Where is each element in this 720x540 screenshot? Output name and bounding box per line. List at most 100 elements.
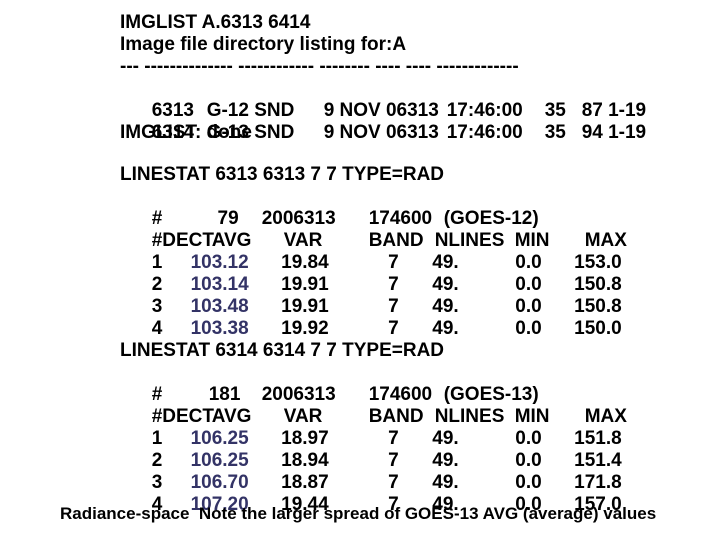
- imglist-row-time: 17:46:00: [446, 122, 523, 143]
- cell-avg: 106.25: [190, 428, 249, 449]
- linestat-6313-output: LINESTAT 6313 6313 7 7 TYPE=RAD #79 20063…: [120, 164, 627, 339]
- cell-num: 3: [151, 472, 163, 493]
- cell-max: 153.0: [574, 252, 622, 273]
- cell-var: 19.84: [281, 252, 329, 273]
- linestat-info-pos: 181: [208, 384, 241, 405]
- cell-nlines: 49.: [432, 428, 459, 449]
- cell-max: 151.4: [574, 450, 622, 471]
- linestat-info: #79 2006313 174600 (GOES-12): [120, 186, 627, 229]
- cell-var: 19.44: [281, 494, 329, 515]
- col-header-min: MIN: [514, 406, 550, 427]
- col-header-avg: AVG: [211, 406, 252, 427]
- linestat-info-hash: #: [151, 384, 163, 405]
- linestat-info-pos: 79: [217, 208, 239, 229]
- cell-avg: 103.38: [190, 318, 249, 339]
- col-header-max: MAX: [584, 230, 627, 251]
- cell-nlines: 49.: [432, 472, 459, 493]
- cell-nlines: 49.: [432, 274, 459, 295]
- cell-var: 18.97: [281, 428, 329, 449]
- cell-max: 150.0: [574, 318, 622, 339]
- cell-avg: 107.20: [190, 494, 249, 515]
- imglist-row-date: 9 NOV 06313: [323, 122, 439, 143]
- cell-avg: 103.48: [190, 296, 249, 317]
- cell-nlines: 49.: [432, 318, 459, 339]
- cell-nlines: 49.: [432, 450, 459, 471]
- linestat-data-row: 1 103.12 19.84 7 49. 0.0 153.0: [120, 230, 627, 273]
- cell-num: 4: [151, 318, 163, 339]
- cell-min: 0.0: [515, 274, 542, 295]
- cell-nlines: 49.: [432, 296, 459, 317]
- linestat-info-day: 2006313: [261, 208, 336, 229]
- linestat-info-hash: #: [151, 208, 163, 229]
- cell-max: 150.8: [574, 296, 622, 317]
- cell-avg: 103.12: [190, 252, 249, 273]
- linestat-data-row: 4 107.20 19.44 7 49. 0.0 157.0: [120, 472, 627, 515]
- imglist-command: IMGLIST A.6313 6414: [120, 12, 311, 33]
- linestat-info-time: 174600: [368, 208, 433, 229]
- cell-band: 7: [388, 318, 399, 339]
- cell-max: 150.8: [574, 274, 622, 295]
- cell-avg: 106.70: [190, 472, 249, 493]
- cell-num: 3: [151, 296, 163, 317]
- cell-min: 0.0: [515, 428, 542, 449]
- cell-band: 7: [388, 296, 399, 317]
- linestat-info: #181 2006313 174600 (GOES-13): [120, 362, 627, 405]
- imglist-row-bands: 35: [544, 122, 566, 143]
- cell-band: 7: [388, 252, 399, 273]
- cell-var: 19.91: [281, 274, 329, 295]
- cell-max: 157.0: [574, 494, 622, 515]
- cell-min: 0.0: [515, 494, 542, 515]
- linestat-data-row: 1 106.25 18.97 7 49. 0.0 151.8: [120, 406, 627, 449]
- imglist-row-sat: G-13 SND: [206, 122, 295, 143]
- imglist-row: 6314 G-13 SND 9 NOV 06313 17:46:00 35 94 1-19: [120, 100, 646, 143]
- slide-caption: Radiance-space Note the larger spread of…: [60, 504, 657, 523]
- imglist-row-id: 6314: [151, 122, 194, 143]
- imglist-subtitle: Image file directory listing for:A: [120, 34, 407, 55]
- linestat-data-row: 2 103.14 19.91 7 49. 0.0 150.8: [120, 252, 627, 295]
- cell-avg: 106.25: [190, 450, 249, 471]
- linestat-command: LINESTAT 6313 6313 7 7 TYPE=RAD: [120, 164, 445, 185]
- cell-min: 0.0: [515, 296, 542, 317]
- linestat-header-row: #DECTAVG VAR BAND NLINES MIN MAX: [120, 208, 627, 251]
- cell-max: 171.8: [574, 472, 622, 493]
- cell-num: 1: [151, 252, 163, 273]
- cell-band: 7: [388, 450, 399, 471]
- cell-band: 7: [388, 494, 399, 515]
- cell-min: 0.0: [515, 252, 542, 273]
- col-header-var: VAR: [283, 406, 323, 427]
- col-header-max: MAX: [584, 406, 627, 427]
- linestat-data-row: 3 106.70 18.87 7 49. 0.0 171.8: [120, 450, 627, 493]
- linestat-header-row: #DECTAVG VAR BAND NLINES MIN MAX: [120, 384, 627, 427]
- linestat-info-sat: (GOES-12): [443, 208, 539, 229]
- cell-min: 0.0: [515, 318, 542, 339]
- imglist-row-sat: G-12 SND: [206, 100, 295, 121]
- col-header-avg: AVG: [211, 230, 252, 251]
- col-header-nlines: NLINES: [434, 406, 505, 427]
- cell-min: 0.0: [515, 450, 542, 471]
- imglist-row-id: 6313: [151, 100, 194, 121]
- cell-max: 151.8: [574, 428, 622, 449]
- linestat-info-time: 174600: [368, 384, 433, 405]
- cell-num: 4: [151, 494, 163, 515]
- cell-num: 2: [151, 450, 163, 471]
- cell-band: 7: [388, 472, 399, 493]
- imglist-done: IMGLIST: done: [120, 122, 252, 143]
- linestat-command: LINESTAT 6314 6314 7 7 TYPE=RAD: [120, 340, 445, 361]
- imglist-row-pct: 94 1-19: [581, 122, 647, 143]
- col-header-band: BAND: [368, 406, 424, 427]
- linestat-6314-output: LINESTAT 6314 6314 7 7 TYPE=RAD #181 2006…: [120, 340, 627, 515]
- linestat-data-row: 2 106.25 18.94 7 49. 0.0 151.4: [120, 428, 627, 471]
- cell-var: 19.91: [281, 296, 329, 317]
- cell-num: 2: [151, 274, 163, 295]
- linestat-data-row: 3 103.48 19.91 7 49. 0.0 150.8: [120, 274, 627, 317]
- cell-var: 19.92: [281, 318, 329, 339]
- cell-min: 0.0: [515, 472, 542, 493]
- imglist-row: 6313 G-12 SND 9 NOV 06313 17:46:00 35 87 1-19: [120, 78, 646, 121]
- cell-var: 18.87: [281, 472, 329, 493]
- cell-band: 7: [388, 274, 399, 295]
- col-header-band: BAND: [368, 230, 424, 251]
- linestat-info-sat: (GOES-13): [443, 384, 539, 405]
- cell-nlines: 49.: [432, 252, 459, 273]
- col-header-dect: #DECT: [151, 406, 214, 427]
